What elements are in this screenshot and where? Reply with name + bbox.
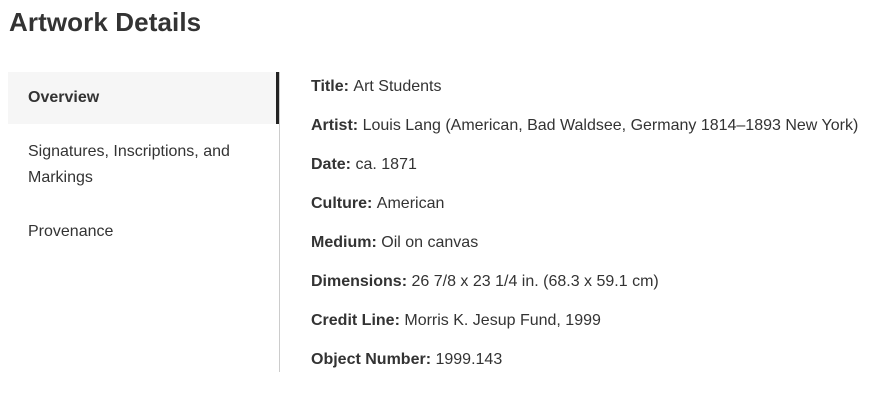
detail-label: Title:	[311, 78, 349, 95]
tab-panel-overview: Title: Art Students Artist: Louis Lang (Am…	[280, 72, 878, 372]
detail-label: Date:	[311, 156, 352, 173]
detail-row-title: Title: Art Students	[311, 76, 868, 97]
tab-list: Overview Signatures, Inscriptions, and M…	[8, 72, 279, 258]
detail-label: Credit Line:	[311, 312, 400, 329]
detail-row-credit-line: Credit Line: Morris K. Jesup Fund, 1999	[311, 310, 868, 331]
detail-label: Culture:	[311, 195, 373, 212]
tab-overview[interactable]: Overview	[8, 72, 279, 124]
tab-provenance[interactable]: Provenance	[28, 223, 114, 240]
detail-value: Art Students	[353, 78, 442, 95]
detail-value: American	[376, 195, 445, 212]
detail-value: 1999.143	[435, 351, 503, 368]
detail-row-dimensions: Dimensions: 26 7/8 x 23 1/4 in. (68.3 x 5…	[311, 271, 868, 292]
detail-label: Object Number:	[311, 351, 432, 368]
detail-value: Louis Lang (American, Bad Waldsee, Germa…	[362, 117, 859, 134]
detail-value: Morris K. Jesup Fund, 1999	[404, 312, 601, 329]
artwork-details-section: Artwork Details Overview Signatures, Ins…	[8, 7, 878, 372]
artwork-details-layout: Overview Signatures, Inscriptions, and M…	[8, 72, 878, 372]
detail-label: Medium:	[311, 234, 377, 251]
detail-label: Dimensions:	[311, 273, 408, 290]
artwork-details-tab-rail: Overview Signatures, Inscriptions, and M…	[8, 72, 280, 372]
detail-value: 26 7/8 x 23 1/4 in. (68.3 x 59.1 cm)	[411, 273, 659, 290]
tab-signatures-inscriptions-markings[interactable]: Signatures, Inscriptions, and Markings	[28, 143, 230, 186]
detail-row-medium: Medium: Oil on canvas	[311, 232, 868, 253]
detail-row-date: Date: ca. 1871	[311, 154, 868, 175]
detail-value: Oil on canvas	[381, 234, 479, 251]
detail-label: Artist:	[311, 117, 359, 134]
detail-value: ca. 1871	[355, 156, 417, 173]
detail-row-culture: Culture: American	[311, 193, 868, 214]
detail-row-artist: Artist: Louis Lang (American, Bad Waldsee…	[311, 115, 868, 136]
section-title: Artwork Details	[9, 7, 202, 37]
detail-row-object-number: Object Number: 1999.143	[311, 349, 868, 370]
